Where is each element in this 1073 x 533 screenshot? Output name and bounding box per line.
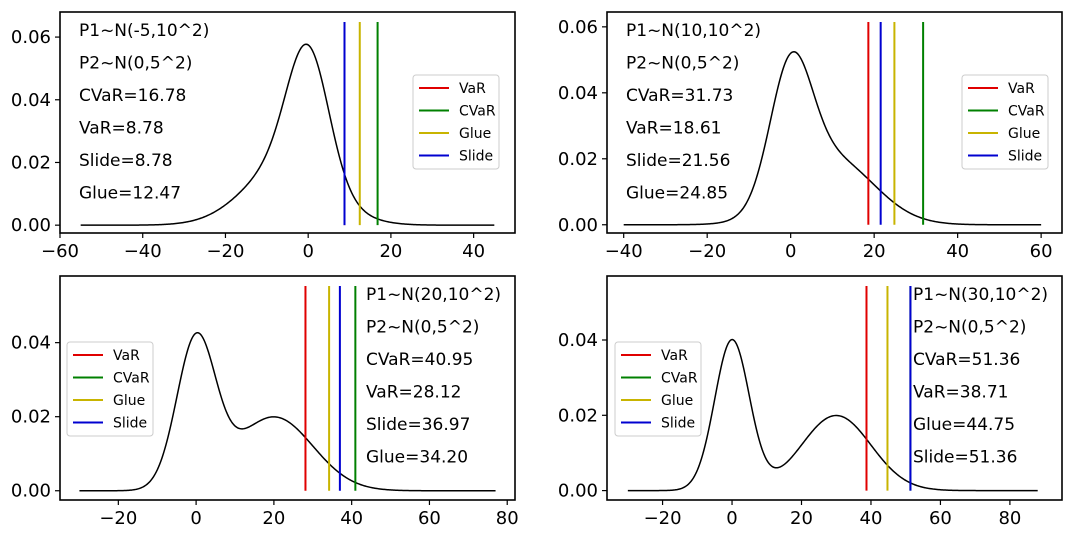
x-tick-label: −40 xyxy=(605,241,643,262)
x-tick-label: 80 xyxy=(496,508,519,529)
y-tick-label: 0.02 xyxy=(11,152,51,173)
y-tick-label: 0.02 xyxy=(558,149,598,170)
legend-label: CVaR xyxy=(459,104,496,120)
annotation-text: Slide=36.97 xyxy=(366,415,470,435)
annotation-text: CVaR=51.36 xyxy=(913,350,1020,370)
panel-bottom-right: −20 0 20 40 60 80 0.00 0.02 0.04 P1~N(30,10^2) P2~… xyxy=(558,275,1063,529)
annotation-text: P1~N(30,10^2) xyxy=(913,285,1048,305)
annotation-text: CVaR=16.78 xyxy=(79,86,186,106)
x-tick-label: 0 xyxy=(302,241,313,262)
x-tick-label: −20 xyxy=(688,241,726,262)
annotation-text: P2~N(0,5^2) xyxy=(79,54,192,74)
y-tick-label: 0.04 xyxy=(558,83,598,104)
panel-top-left: −60 −40 −20 0 20 40 0.00 0.02 0.04 0.06 P1~N(-5,10… xyxy=(11,11,516,262)
x-tick-label: 60 xyxy=(418,508,441,529)
legend-label: Glue xyxy=(459,126,491,142)
density-curve xyxy=(79,331,496,492)
legend-label: CVaR xyxy=(1008,104,1045,120)
x-tick-label: 20 xyxy=(262,508,285,529)
legend-label: Glue xyxy=(661,393,693,409)
x-tick-label: −20 xyxy=(99,508,137,529)
panel-top-right: −40 −20 0 20 40 60 0.00 0.02 0.04 0.06 P1~N(10,10^… xyxy=(558,11,1063,262)
annotation-text: VaR=38.71 xyxy=(913,383,1008,403)
legend-box xyxy=(412,74,500,170)
annotation-text: Slide=21.56 xyxy=(626,151,730,171)
x-tick-label: 40 xyxy=(860,508,883,529)
annotation-text: VaR=28.12 xyxy=(366,383,461,403)
annotation-text: CVaR=40.95 xyxy=(366,350,473,370)
y-tick-label: 0.02 xyxy=(558,405,598,426)
legend-label: Glue xyxy=(1008,126,1040,142)
x-tick-label: 0 xyxy=(726,508,737,529)
axes-frame xyxy=(606,275,1063,501)
legend-label: Slide xyxy=(1008,149,1042,165)
y-tick-label: 0.04 xyxy=(11,333,51,354)
x-tick-label: 20 xyxy=(379,241,402,262)
annotation-text: P1~N(-5,10^2) xyxy=(79,21,209,41)
x-tick-label: 60 xyxy=(1030,241,1053,262)
x-tick-label: −20 xyxy=(644,508,682,529)
x-tick-label: 60 xyxy=(929,508,952,529)
annotation-text: P1~N(20,10^2) xyxy=(366,285,501,305)
y-tick-label: 0.00 xyxy=(11,215,51,236)
annotation-text: P2~N(0,5^2) xyxy=(366,318,479,338)
annotation-text: Slide=8.78 xyxy=(79,151,173,171)
legend-label: CVaR xyxy=(113,371,150,387)
x-tick-label: 20 xyxy=(790,508,813,529)
x-tick-label: 40 xyxy=(946,241,969,262)
x-tick-label: −40 xyxy=(124,241,162,262)
x-tick-label: 20 xyxy=(863,241,886,262)
x-tick-label: 0 xyxy=(190,508,201,529)
density-curve xyxy=(80,43,495,226)
legend-label: Glue xyxy=(113,393,145,409)
annotation-text: P1~N(10,10^2) xyxy=(626,21,761,41)
annotation-text: Glue=44.75 xyxy=(913,415,1015,435)
x-tick-label: −20 xyxy=(206,241,244,262)
x-tick-label: −60 xyxy=(41,241,79,262)
annotation-text: Glue=24.85 xyxy=(626,184,728,204)
annotation-text: Glue=12.47 xyxy=(79,184,181,204)
density-curve xyxy=(623,50,1042,226)
axes-frame xyxy=(59,11,516,234)
y-tick-label: 0.04 xyxy=(558,330,598,351)
annotation-text: VaR=18.61 xyxy=(626,119,721,139)
legend-box xyxy=(614,341,702,437)
legend-label: Slide xyxy=(113,416,147,432)
legend-box xyxy=(66,341,154,437)
annotation-text: P2~N(0,5^2) xyxy=(626,54,739,74)
x-tick-label: 40 xyxy=(340,508,363,529)
axes-frame xyxy=(59,275,516,501)
annotation-text: Slide=51.36 xyxy=(913,448,1017,468)
legend-label: Slide xyxy=(661,416,695,432)
y-tick-label: 0.00 xyxy=(558,481,598,502)
y-tick-label: 0.00 xyxy=(11,481,51,502)
x-tick-label: 40 xyxy=(462,241,485,262)
legend-label: VaR xyxy=(1008,81,1035,97)
legend-label: CVaR xyxy=(661,371,698,387)
y-tick-label: 0.00 xyxy=(558,215,598,236)
annotation-text: CVaR=31.73 xyxy=(626,86,733,106)
x-tick-label: 0 xyxy=(785,241,796,262)
legend-label: Slide xyxy=(459,149,493,165)
legend-label: VaR xyxy=(661,348,688,364)
density-curve xyxy=(627,338,1038,492)
y-tick-label: 0.06 xyxy=(11,27,51,48)
axes-frame xyxy=(606,11,1063,234)
y-tick-label: 0.02 xyxy=(11,407,51,428)
legend-label: VaR xyxy=(459,81,486,97)
x-tick-label: 80 xyxy=(998,508,1021,529)
legend-box xyxy=(961,74,1049,170)
panel-bottom-left: −20 0 20 40 60 80 0.00 0.02 0.04 P1~N(20,10^2) P2~… xyxy=(11,275,519,529)
y-tick-label: 0.06 xyxy=(558,17,598,38)
annotation-text: P2~N(0,5^2) xyxy=(913,318,1026,338)
legend-label: VaR xyxy=(113,348,140,364)
annotation-text: VaR=8.78 xyxy=(79,119,164,139)
annotation-text: Glue=34.20 xyxy=(366,448,468,468)
y-tick-label: 0.04 xyxy=(11,90,51,111)
